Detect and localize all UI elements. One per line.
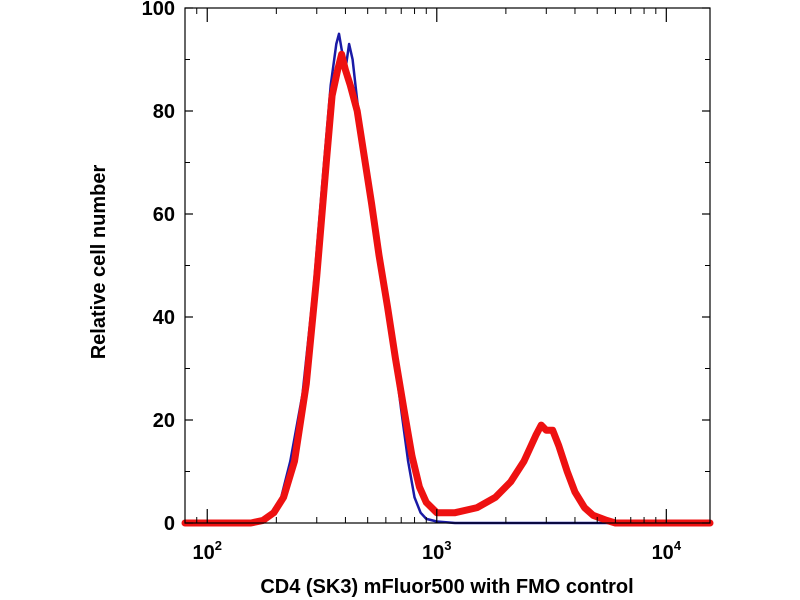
y-tick-label: 20 <box>153 410 175 432</box>
series-line-2 <box>181 50 714 527</box>
x-tick-label: 104 <box>652 538 682 564</box>
x-tick-label: 102 <box>193 538 222 564</box>
y-tick-label: 100 <box>142 0 175 20</box>
y-tick-label: 60 <box>153 204 175 226</box>
axes-layer <box>184 7 711 524</box>
x-axis-title: CD4 (SK3) mFluor500 with FMO control <box>260 576 633 598</box>
y-tick-label: 0 <box>164 513 175 535</box>
plot-frame <box>184 7 711 524</box>
y-tick-label: 40 <box>153 307 175 329</box>
series-line-1 <box>183 32 712 525</box>
x-tick-label: 103 <box>422 538 451 564</box>
series-layer <box>181 32 714 527</box>
y-tick-label: 80 <box>153 101 175 123</box>
ticks-layer: 0 20 40 60 80 100 102 103 104 <box>142 0 710 564</box>
y-axis-title: Relative cell number <box>88 165 110 360</box>
